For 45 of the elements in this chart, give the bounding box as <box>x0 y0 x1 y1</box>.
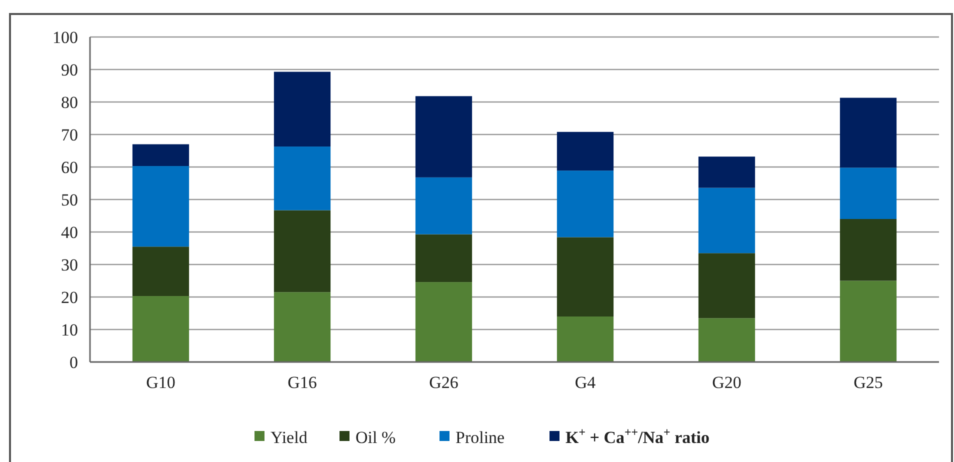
y-tick-label: 40 <box>61 222 78 242</box>
bar <box>415 282 472 362</box>
bar <box>132 246 190 296</box>
bar <box>556 316 614 362</box>
y-tick-label: 90 <box>61 60 78 80</box>
bar <box>840 219 897 281</box>
bar <box>698 188 756 254</box>
bar <box>132 296 190 362</box>
x-tick-label: G10 <box>146 373 176 392</box>
x-tick-label: G4 <box>574 373 596 392</box>
bar <box>274 210 331 292</box>
bar <box>415 234 472 282</box>
bar <box>274 72 331 147</box>
bar <box>840 98 897 168</box>
y-tick-label: 70 <box>61 125 78 144</box>
bar <box>840 280 897 362</box>
x-tick-label: G26 <box>429 373 458 392</box>
legend-label: Oil % <box>356 428 396 447</box>
legend-label: Proline <box>456 428 505 447</box>
x-tick-label: G16 <box>288 373 317 392</box>
bar <box>274 292 331 362</box>
bar <box>556 237 614 316</box>
y-tick-label: 30 <box>61 255 78 274</box>
y-tick-label: 20 <box>61 288 78 307</box>
legend-label: K$^{+}$ + Ca$^{++}$/Na$^{+}$ ratio <box>566 424 710 447</box>
y-tick-label: 0 <box>70 352 78 372</box>
y-tick-label: 10 <box>61 320 78 340</box>
bar <box>698 318 756 362</box>
y-tick-label: 80 <box>61 92 78 112</box>
bar <box>698 253 756 318</box>
bar <box>132 144 190 166</box>
bar <box>415 177 472 234</box>
bar <box>274 146 331 210</box>
x-tick-label: G25 <box>854 373 883 392</box>
bar <box>132 166 190 247</box>
y-tick-label: 60 <box>61 158 78 177</box>
y-tick-label: 100 <box>52 28 78 47</box>
bar <box>415 96 472 178</box>
legend-label: Yield <box>270 428 308 447</box>
bar <box>556 132 614 171</box>
bar <box>840 168 897 219</box>
x-tick-label: G20 <box>712 373 742 392</box>
bar <box>556 170 614 238</box>
y-tick-label: 50 <box>61 190 78 210</box>
bar <box>698 156 756 188</box>
